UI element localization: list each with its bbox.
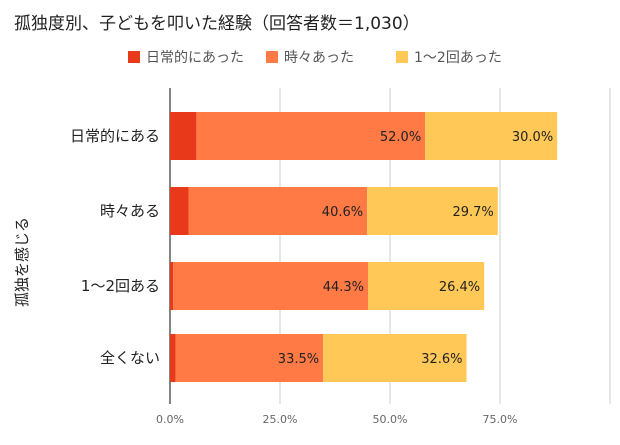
- data-label: 30.0%: [512, 130, 553, 145]
- legend-label: 時々あった: [284, 50, 354, 66]
- category-label: 時々ある: [100, 202, 160, 220]
- bar-segment: [175, 334, 324, 382]
- data-label: 29.7%: [452, 205, 493, 220]
- x-tick-label: 25.0%: [263, 413, 298, 426]
- legend-label: 1〜2回あった: [414, 50, 502, 66]
- x-axis-ticks: 0.0% 25.0% 50.0% 75.0%: [156, 413, 517, 426]
- bar-segment: [367, 187, 498, 235]
- bar-segment: [323, 334, 467, 382]
- legend-swatch: [396, 51, 408, 63]
- chart-title: 孤独度別、子どもを叩いた経験（回答者数＝1,030）: [14, 14, 420, 34]
- category-label: 1〜2回ある: [81, 277, 160, 295]
- legend-swatch: [266, 51, 278, 63]
- x-tick-label: 0.0%: [156, 413, 184, 426]
- legend: 日常的にあった 時々あった 1〜2回あった: [128, 50, 502, 66]
- y-axis-title: 孤独を感じる: [13, 217, 31, 307]
- category-label: 全くない: [100, 349, 160, 367]
- data-label: 40.6%: [322, 205, 363, 220]
- legend-swatch: [128, 51, 140, 63]
- x-tick-label: 50.0%: [373, 413, 408, 426]
- bar-segment: [173, 262, 368, 310]
- data-label: 32.6%: [421, 352, 462, 367]
- bar-segment: [170, 187, 189, 235]
- bar-segment: [188, 187, 368, 235]
- bar-segment: [170, 262, 174, 310]
- bar-segment: [425, 112, 558, 160]
- bar-segment: [368, 262, 485, 310]
- data-label: 44.3%: [323, 280, 364, 295]
- legend-label: 日常的にあった: [146, 50, 244, 66]
- bars: 6.0%52.0%30.0%4.2%40.6%29.7%0.7%44.3%26.…: [170, 112, 558, 382]
- data-label: 26.4%: [439, 280, 480, 295]
- bar-segment: [170, 334, 176, 382]
- category-label: 日常的にある: [70, 127, 160, 145]
- data-label: 52.0%: [380, 130, 421, 145]
- bar-segment: [170, 112, 197, 160]
- data-label: 33.5%: [278, 352, 319, 367]
- bar-segment: [196, 112, 426, 160]
- x-tick-label: 75.0%: [483, 413, 518, 426]
